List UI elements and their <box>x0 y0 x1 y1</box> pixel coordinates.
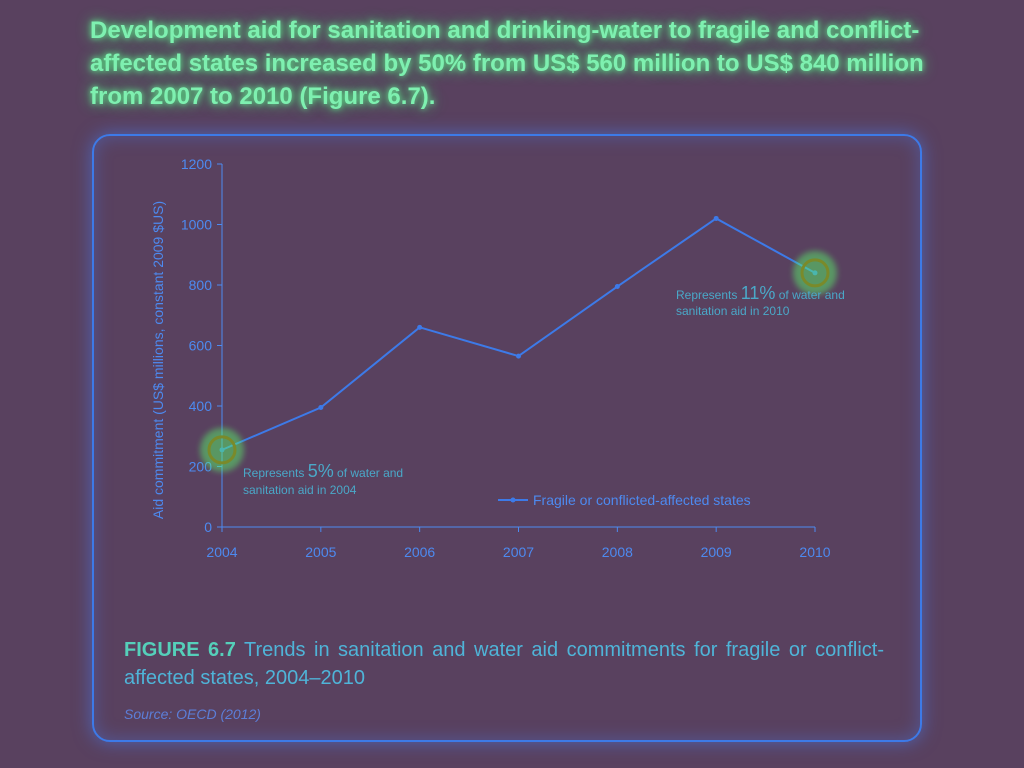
data-point <box>713 215 719 221</box>
series-line <box>221 217 816 451</box>
annotation-2004-line2: sanitation aid in 2004 <box>243 483 357 497</box>
figure-label: FIGURE 6.7 <box>124 639 236 661</box>
headline-text: Development aid for sanitation and drink… <box>90 17 924 110</box>
y-tick-label: 400 <box>189 398 213 414</box>
y-tick-label: 1000 <box>181 217 212 233</box>
legend-marker-swatch <box>510 497 516 503</box>
data-point <box>516 353 521 359</box>
y-tick-label: 600 <box>189 338 213 354</box>
y-tick-label: 1200 <box>181 156 212 172</box>
source-note: Source: OECD (2012) <box>124 706 261 722</box>
figure-frame <box>92 134 922 742</box>
highlight-ring <box>207 435 237 465</box>
x-tick-label: 2004 <box>206 544 237 560</box>
annotation-2010: Represents 11% of water and <box>676 283 845 303</box>
x-tick-label: 2006 <box>404 544 435 560</box>
legend-label: Fragile or conflicted-affected states <box>533 492 751 508</box>
data-point <box>318 405 324 411</box>
data-point <box>614 284 620 290</box>
y-tick-label: 0 <box>204 519 212 535</box>
caption-text: Trends in sanitation and water aid commi… <box>124 639 884 689</box>
figure-caption: FIGURE 6.7 Trends in sanitation and wate… <box>124 636 884 692</box>
annotation-2004: Represents 5% of water and <box>243 461 403 481</box>
x-tick-label: 2009 <box>701 544 732 560</box>
y-axis-label: Aid commitment (US$ millions, constant 2… <box>150 201 166 519</box>
chart-series <box>219 215 818 453</box>
y-tick-label: 800 <box>189 277 213 293</box>
x-tick-label: 2007 <box>503 544 534 560</box>
highlight-glow <box>793 250 837 295</box>
x-tick-label: 2005 <box>305 544 336 560</box>
annotation-2010-line2: sanitation aid in 2010 <box>676 304 790 318</box>
x-tick-label: 2010 <box>799 544 830 560</box>
highlight-ring <box>800 258 830 288</box>
data-point <box>417 324 423 330</box>
x-tick-label: 2008 <box>602 544 633 560</box>
chart-highlights <box>200 250 837 472</box>
legend: Fragile or conflicted-affected states <box>498 492 751 508</box>
highlight-glow <box>200 427 244 472</box>
